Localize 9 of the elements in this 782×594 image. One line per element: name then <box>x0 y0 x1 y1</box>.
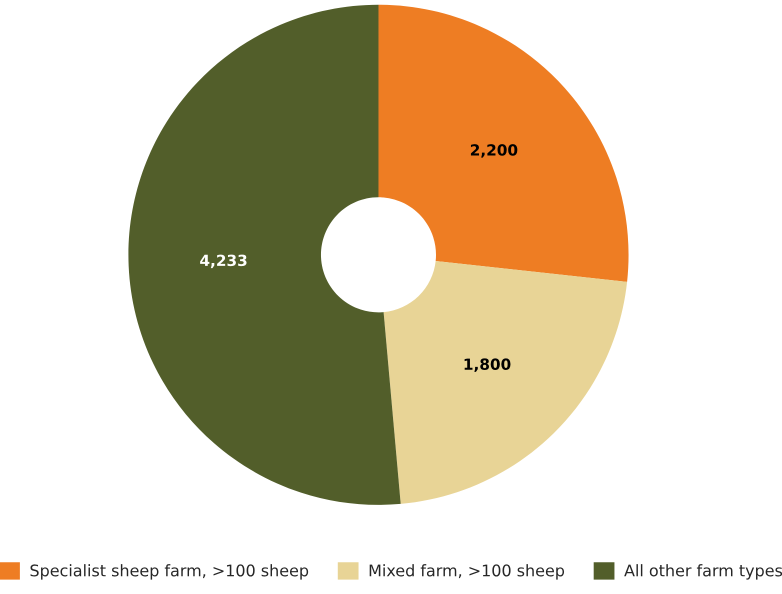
legend-label: Mixed farm, >100 sheep <box>370 564 564 580</box>
donut-slice <box>384 261 628 504</box>
donut-slice <box>128 4 401 505</box>
data-label: 2,200 <box>470 144 518 158</box>
donut-slice <box>378 4 629 282</box>
data-label: 1,800 <box>464 358 510 372</box>
legend-label: All other farm types <box>624 564 782 580</box>
legend-label: Specialist sheep farm, >100 sheep <box>30 564 308 580</box>
data-label: 4,233 <box>200 254 247 268</box>
